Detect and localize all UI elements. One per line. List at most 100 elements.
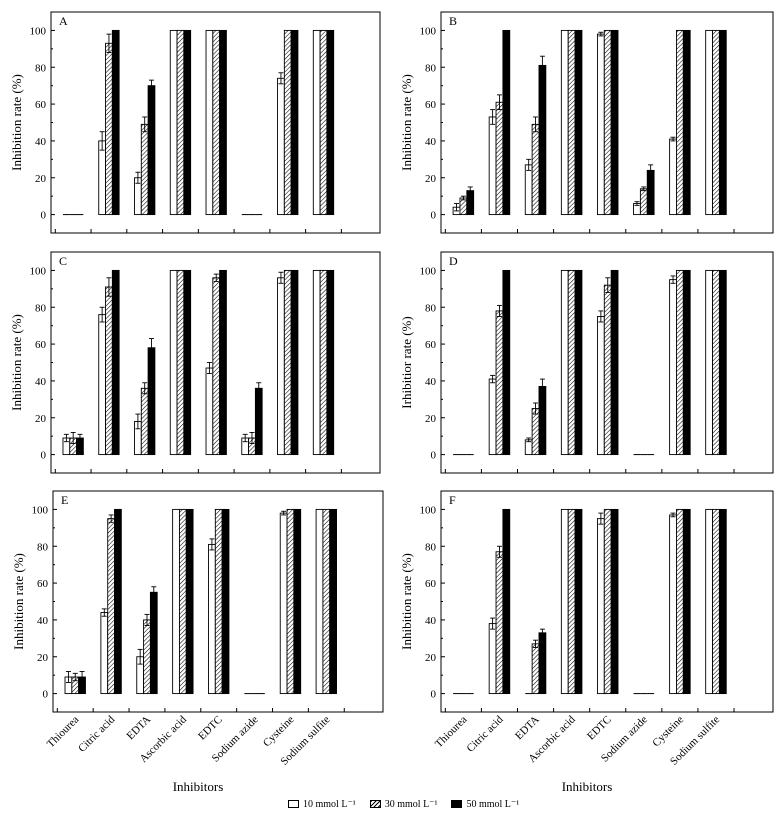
bar-cysteine-10mmol [669, 279, 677, 456]
panel-letter: B [449, 14, 457, 28]
bar-sodium-sulfite-50mmol [718, 508, 727, 695]
category-edta [524, 378, 547, 456]
y-axis-title: Inhibition rate (%) [11, 553, 26, 650]
bar-edta-50mmol [538, 64, 547, 216]
y-tick-label: 80 [35, 302, 47, 314]
y-tick-label: 80 [425, 541, 437, 553]
bar-cysteine-50mmol [682, 269, 691, 456]
bar-ascorbic-acid-10mmol [169, 269, 178, 456]
bar-thiourea-30mmol [459, 197, 468, 216]
bar-citric-acid-30mmol [495, 551, 504, 695]
bar-edtc-10mmol [208, 543, 216, 695]
category-sodium-sulfite [312, 269, 335, 456]
legend-item-50mmol: 50 mmol L⁻¹ [451, 799, 519, 810]
bar-edta-30mmol [140, 387, 149, 456]
panel-b: 0 20 40 60 80 100 B Inhibition rate (%) [399, 11, 774, 234]
category-cysteine: Cysteine [650, 508, 691, 749]
category-edtc: EDTC [585, 508, 619, 742]
bar-cysteine-50mmol [682, 508, 691, 695]
bar-citric-acid-50mmol [111, 29, 120, 216]
bar-sodium-sulfite-50mmol [718, 269, 727, 456]
y-tick-label: 60 [35, 339, 47, 351]
bar-sodium-sulfite-30mmol [319, 29, 328, 216]
bar-cysteine-50mmol [293, 508, 302, 695]
bar-sodium-sulfite-30mmol [319, 269, 328, 456]
bar-sodium-sulfite-50mmol [326, 269, 335, 456]
bar-edta-30mmol [140, 123, 149, 216]
category-edta [524, 55, 547, 216]
legend-label-10mmol: 10 mmol L⁻¹ [303, 798, 356, 810]
bar-edtc-50mmol [610, 29, 619, 216]
bar-sodium-sulfite-50mmol [329, 508, 337, 695]
x-tick-label: EDTA [513, 714, 542, 743]
y-tick-label: 100 [32, 504, 49, 516]
bar-ascorbic-acid-30mmol [567, 508, 576, 695]
y-tick-label: 100 [30, 265, 47, 277]
legend-item-10mmol: 10 mmol L⁻¹ [288, 799, 356, 810]
x-tick-label: Citric acid [76, 713, 117, 754]
bar-citric-acid-10mmol [488, 623, 497, 695]
bar-citric-acid-50mmol [114, 508, 122, 695]
category-cysteine [277, 29, 299, 216]
legend-swatch-white [288, 800, 299, 808]
y-tick-label: 20 [35, 173, 47, 185]
category-cysteine: Cysteine [261, 508, 302, 750]
bar-ascorbic-acid-10mmol [560, 269, 569, 456]
bar-cysteine-10mmol [279, 512, 288, 695]
bar-cysteine-30mmol [283, 29, 292, 216]
y-axis-title: Inhibition rate (%) [9, 314, 24, 411]
legend-item-30mmol: 30 mmol L⁻¹ [369, 798, 438, 810]
bar-citric-acid-50mmol [502, 29, 511, 216]
bar-cysteine-50mmol [290, 29, 299, 216]
category-edtc [596, 269, 619, 456]
x-tick-label: EDTA [124, 714, 153, 743]
bar-cysteine-30mmol [676, 269, 684, 456]
bar-edtc-10mmol [205, 29, 214, 216]
x-tick-label: Cysteine [261, 714, 297, 750]
x-tick-label: Thiourea [433, 714, 470, 751]
category-citric-acid [98, 269, 120, 456]
bar-sodium-sulfite-10mmol [705, 508, 714, 695]
bar-citric-acid-30mmol [105, 286, 113, 456]
x-axis-title: Inhibitors [173, 779, 224, 794]
bar-citric-acid-50mmol [111, 269, 120, 456]
legend-label-30mmol: 30 mmol L⁻¹ [384, 798, 438, 810]
bar-edtc-50mmol [221, 508, 230, 695]
category-thiourea [452, 186, 475, 216]
panel-a: 0 20 40 60 80 100 A Inhibition rate (%) [9, 11, 381, 234]
bar-edta-10mmol [524, 164, 533, 216]
y-tick-label: 100 [420, 25, 437, 37]
y-tick-label: 60 [425, 99, 437, 111]
bar-ascorbic-acid-50mmol [185, 508, 194, 695]
bar-edtc-10mmol [596, 33, 605, 216]
panel-letter: E [61, 493, 68, 507]
bar-edtc-50mmol [219, 269, 227, 456]
bar-cysteine-50mmol [290, 269, 299, 456]
bar-citric-acid-10mmol [98, 140, 106, 216]
y-tick-label: 20 [35, 413, 47, 425]
category-sodium-azide [633, 164, 655, 216]
category-thiourea: Thiourea [45, 671, 86, 750]
bar-edtc-30mmol [603, 29, 612, 216]
y-tick-label: 80 [37, 541, 49, 553]
category-sodium-azide [241, 382, 263, 456]
bar-edtc-50mmol [610, 508, 619, 695]
bar-ascorbic-acid-10mmol [169, 29, 178, 216]
bar-ascorbic-acid-50mmol [574, 269, 583, 456]
y-tick-label: 40 [425, 376, 437, 388]
bar-edta-30mmol [531, 643, 540, 695]
y-axis-title: Inhibition rate (%) [399, 553, 414, 650]
legend-swatch-black [451, 800, 463, 808]
category-edtc [205, 29, 227, 216]
y-axis-title: Inhibition rate (%) [399, 74, 414, 171]
bar-sodium-sulfite-10mmol [315, 508, 324, 695]
y-axis-title: Irhibitior rate (%) [399, 316, 414, 408]
bar-edtc-10mmol [596, 316, 605, 456]
bar-ascorbic-acid-30mmol [567, 269, 576, 456]
y-tick-label: 60 [425, 339, 437, 351]
category-thiourea: Thiourea [433, 693, 474, 751]
bar-edtc-30mmol [603, 508, 612, 695]
bar-sodium-sulfite-50mmol [326, 29, 335, 216]
y-tick-label: 80 [35, 62, 47, 74]
panel-letter: F [449, 493, 456, 507]
